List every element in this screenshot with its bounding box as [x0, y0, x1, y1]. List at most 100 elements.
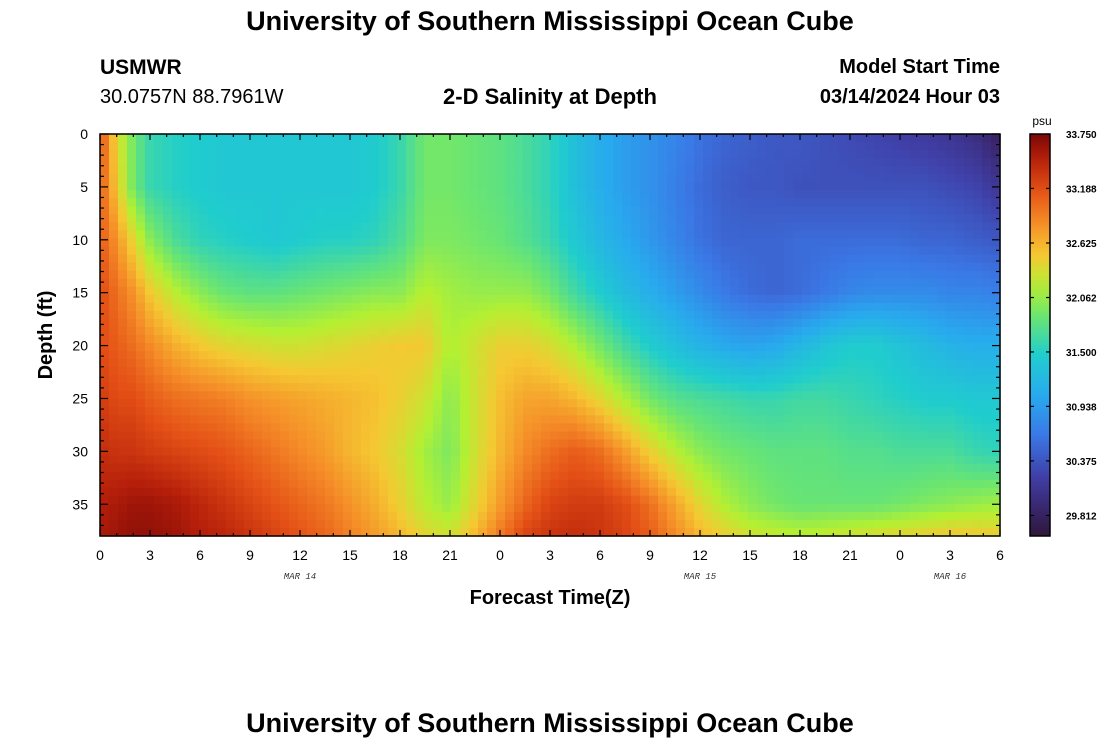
- heatmap-cell: [559, 238, 569, 248]
- heatmap-cell: [721, 182, 731, 191]
- heatmap-cell: [307, 142, 317, 151]
- heatmap-cell: [802, 359, 812, 368]
- heatmap-cell: [631, 190, 641, 199]
- heatmap-cell: [325, 511, 335, 521]
- heatmap-cell: [496, 383, 506, 392]
- heatmap-cell: [181, 182, 191, 191]
- heatmap-cell: [685, 310, 695, 320]
- heatmap-cell: [379, 423, 389, 433]
- heatmap-cell: [334, 246, 344, 256]
- heatmap-cell: [811, 238, 821, 248]
- heatmap-cell: [334, 415, 344, 425]
- heatmap-cell: [946, 367, 956, 376]
- heatmap-cell: [748, 447, 758, 457]
- heatmap-cell: [217, 198, 227, 207]
- heatmap-cell: [424, 511, 434, 521]
- heatmap-cell: [496, 166, 506, 175]
- heatmap-cell: [928, 375, 938, 384]
- heatmap-cell: [766, 351, 776, 360]
- heatmap-cell: [964, 158, 974, 167]
- heatmap-cell: [208, 375, 218, 384]
- heatmap-cell: [505, 519, 515, 529]
- heatmap-cell: [928, 174, 938, 183]
- heatmap-cell: [478, 214, 488, 224]
- heatmap-cell: [532, 174, 542, 183]
- heatmap-cell: [595, 479, 605, 489]
- heatmap-cell: [307, 198, 317, 207]
- heatmap-cell: [379, 367, 389, 376]
- heatmap-cell: [946, 286, 956, 296]
- heatmap-cell: [451, 351, 461, 360]
- heatmap-cell: [730, 335, 740, 344]
- heatmap-cell: [829, 134, 839, 143]
- heatmap-cell: [424, 286, 434, 296]
- heatmap-cell: [109, 343, 119, 352]
- heatmap-cell: [487, 190, 497, 199]
- heatmap-cell: [388, 246, 398, 256]
- heatmap-cell: [676, 407, 686, 416]
- heatmap-cell: [559, 519, 569, 529]
- heatmap-cell: [955, 326, 965, 336]
- heatmap-cell: [370, 503, 380, 513]
- heatmap-cell: [946, 134, 956, 143]
- heatmap-cell: [379, 511, 389, 521]
- heatmap-cell: [433, 318, 443, 328]
- heatmap-cell: [298, 294, 308, 304]
- heatmap-cell: [820, 407, 830, 416]
- heatmap-cell: [253, 343, 263, 352]
- heatmap-cell: [334, 158, 344, 167]
- heatmap-cell: [343, 142, 353, 151]
- heatmap-cell: [127, 238, 137, 248]
- heatmap-cell: [109, 383, 119, 392]
- heatmap-cell: [784, 431, 794, 441]
- heatmap-cell: [469, 447, 479, 457]
- heatmap-cell: [136, 431, 146, 441]
- heatmap-cell: [613, 359, 623, 368]
- heatmap-cell: [289, 391, 299, 400]
- heatmap-cell: [127, 198, 137, 207]
- heatmap-cell: [361, 326, 371, 336]
- heatmap-cell: [658, 503, 668, 513]
- heatmap-cell: [370, 383, 380, 392]
- heatmap-cell: [181, 286, 191, 296]
- heatmap-cell: [478, 407, 488, 416]
- heatmap-cell: [748, 511, 758, 521]
- heatmap-cell: [766, 335, 776, 344]
- heatmap-cell: [784, 310, 794, 320]
- heatmap-cell: [469, 190, 479, 199]
- heatmap-cell: [280, 286, 290, 296]
- heatmap-cell: [640, 479, 650, 489]
- heatmap-cell: [496, 206, 506, 215]
- heatmap-cell: [676, 519, 686, 529]
- heatmap-cell: [649, 391, 659, 400]
- heatmap-cell: [118, 391, 128, 400]
- heatmap-cell: [937, 134, 947, 143]
- heatmap-cell: [991, 190, 1001, 199]
- heatmap-cell: [991, 198, 1001, 207]
- heatmap-cell: [640, 407, 650, 416]
- heatmap-cell: [199, 150, 209, 159]
- heatmap-cell: [622, 431, 632, 441]
- heatmap-cell: [388, 343, 398, 352]
- heatmap-cell: [946, 270, 956, 280]
- heatmap-cell: [991, 367, 1001, 376]
- heatmap-cell: [145, 238, 155, 248]
- heatmap-cell: [298, 174, 308, 183]
- heatmap-cell: [667, 270, 677, 280]
- heatmap-cell: [622, 246, 632, 256]
- heatmap-cell: [622, 455, 632, 465]
- heatmap-cell: [964, 270, 974, 280]
- heatmap-cell: [550, 142, 560, 151]
- heatmap-cell: [649, 182, 659, 191]
- heatmap-cell: [883, 158, 893, 167]
- heatmap-cell: [316, 278, 326, 288]
- heatmap-cell: [982, 471, 992, 481]
- heatmap-cell: [667, 222, 677, 232]
- heatmap-cell: [523, 326, 533, 336]
- heatmap-cell: [649, 423, 659, 433]
- heatmap-cell: [163, 463, 173, 473]
- heatmap-cell: [343, 343, 353, 352]
- heatmap-cell: [271, 471, 281, 481]
- heatmap-cell: [676, 182, 686, 191]
- heatmap-cell: [532, 286, 542, 296]
